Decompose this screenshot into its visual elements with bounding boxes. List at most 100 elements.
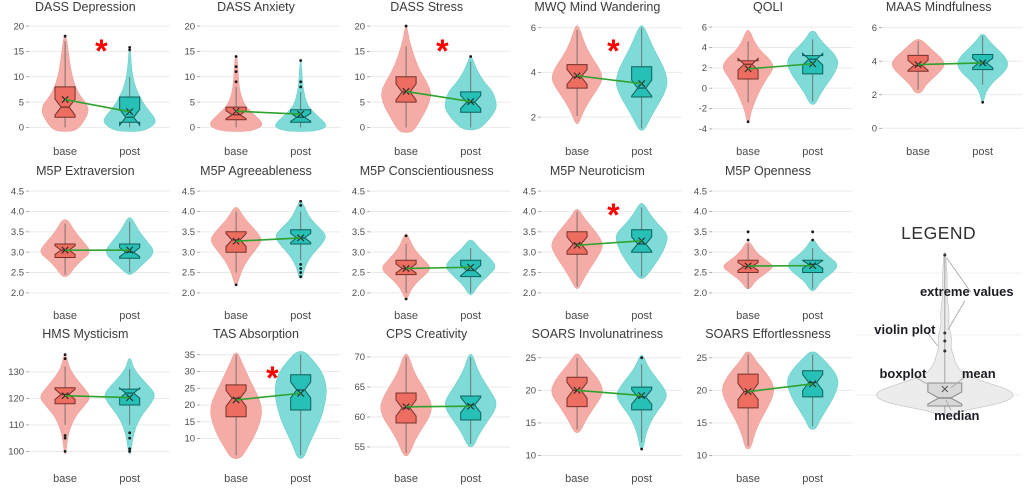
y-tick-label: 65 (355, 383, 366, 394)
mean-marker-post (126, 108, 134, 116)
legend-extreme-dot (943, 349, 947, 353)
outlier-dot (298, 85, 302, 89)
legend-panel: LEGEND extreme values violin plot boxplot m… (853, 164, 1024, 491)
mean-marker-base (573, 387, 581, 395)
mean-change-line (235, 110, 301, 116)
x-axis-label: base (224, 473, 248, 485)
outlier-dot (298, 80, 302, 84)
x-axis-label: post (631, 473, 652, 485)
legend-mean-marker (941, 385, 949, 393)
boxplot-base (566, 377, 588, 408)
y-tick-label: 20 (184, 21, 195, 32)
boxplot-base (395, 259, 417, 275)
y-tick-label: 10 (696, 451, 707, 462)
outlier-dot (640, 356, 644, 360)
mean-marker-base (61, 392, 69, 400)
mean-change-line (747, 383, 813, 393)
violin-plot-maas-mindfulness: 0 2 4 6 base post (872, 23, 1023, 158)
y-tick-label: 2 (872, 90, 877, 101)
mean-change-line (577, 239, 642, 246)
y-tick-label: 110 (9, 420, 24, 431)
mean-marker-base (402, 87, 411, 95)
outlier-dot (810, 230, 814, 233)
legend-callout-line (950, 376, 966, 389)
x-axis-label: base (53, 310, 77, 322)
y-tick-label: 4.0 (352, 206, 365, 217)
y-tick-label: 4.0 (694, 206, 707, 217)
outlier-dot (298, 199, 302, 203)
panel-hms-mysticism: HMS Mysticism 100 110 120 130 base post (0, 327, 171, 491)
legend-callout-line (945, 399, 952, 410)
mean-marker-post (638, 80, 646, 88)
mean-change-line (576, 74, 642, 85)
mean-change-line (235, 236, 301, 242)
outlier-dot (298, 203, 302, 207)
violin-plot-m5p-agreeableness: 2.0 2.5 3.0 3.5 4.0 4.5 base post (182, 186, 341, 322)
boxplot-post (119, 243, 141, 259)
panel-title: M5P Neuroticism (549, 163, 645, 178)
significance-asterisk: * (95, 33, 108, 69)
x-axis-label: post (461, 310, 482, 322)
y-tick-label: 4.0 (523, 206, 536, 217)
outlier-dot (128, 48, 132, 52)
legend-label-median: median (934, 408, 979, 423)
x-axis-label: post (290, 310, 311, 322)
violin-plot-soars-involunatriness: 10 15 20 25 base post (525, 353, 682, 485)
panel-soars-effortlessness: SOARS Effortlessness 10 15 20 25 base post (683, 327, 854, 491)
outlier-dot (63, 450, 67, 454)
x-axis-label: base (53, 473, 77, 485)
y-tick-label: 3.5 (352, 227, 365, 238)
violin-plot-hms-mysticism: 100 110 120 130 base post (8, 353, 170, 485)
panel-m5p-conscientiousness: M5P Conscientiousness 2.0 2.5 3.0 3.5 4.0 4.5… (341, 164, 512, 328)
y-tick-label: 4 (701, 43, 706, 54)
violin-plot-dass-depression: 0 5 10 15 20 * base post (13, 21, 170, 158)
x-axis-label: base (736, 473, 760, 485)
x-axis-label: post (290, 146, 311, 158)
panel-title: DASS Depression (34, 0, 136, 14)
y-tick-label: 15 (525, 418, 536, 429)
y-tick-label: 20 (525, 386, 536, 397)
x-axis-label: post (631, 146, 652, 158)
legend-label-extreme-values: extreme values (920, 284, 1014, 299)
y-tick-label: 2.0 (182, 288, 195, 299)
y-tick-label: 70 (355, 353, 366, 364)
legend-boxplot (927, 382, 963, 407)
y-tick-label: 2 (701, 63, 706, 74)
x-axis-label: post (461, 146, 482, 158)
significance-asterisk: * (607, 33, 620, 69)
significance-asterisk: * (436, 33, 449, 69)
x-axis-label: post (119, 146, 140, 158)
mean-marker-post (467, 263, 475, 271)
mean-marker-post (467, 98, 475, 106)
x-axis-label: base (394, 146, 418, 158)
legend-label-violin-plot: violin plot (875, 322, 937, 337)
outlier-dot (234, 80, 238, 84)
legend-extreme-dot (943, 253, 947, 257)
y-tick-label: 3.5 (11, 227, 24, 238)
outlier-dot (298, 59, 302, 62)
y-tick-label: -2 (698, 104, 706, 115)
outlier-dot (128, 437, 132, 440)
outlier-dot (63, 34, 67, 38)
violin-plot-qoli: -4 -2 0 2 4 6 base post (698, 22, 853, 158)
panel-tas-absorption: TAS Absorption 10 15 20 25 30 35 * base post (171, 327, 342, 491)
y-tick-label: 10 (13, 72, 24, 83)
panel-m5p-agreeableness: M5P Agreeableness 2.0 2.5 3.0 3.5 4.0 4.5 base… (171, 164, 342, 328)
y-tick-label: 0 (189, 123, 194, 134)
y-tick-label: 30 (184, 367, 195, 378)
violin-plot-m5p-openness: 2.0 2.5 3.0 3.5 4.0 4.5 base post (694, 186, 853, 322)
x-axis-label: post (631, 310, 652, 322)
y-tick-label: 3.0 (694, 247, 707, 258)
x-axis-label: post (119, 310, 140, 322)
y-tick-label: 4.0 (11, 206, 24, 217)
x-axis-label: base (565, 473, 589, 485)
y-tick-label: 2.0 (523, 288, 536, 299)
legend-label-boxplot: boxplot (880, 366, 927, 381)
boxplot-base (395, 76, 417, 103)
y-tick-label: 130 (8, 367, 24, 378)
outlier-dot (234, 70, 238, 74)
boxplot-base (566, 230, 588, 255)
y-tick-label: 10 (355, 72, 366, 83)
mean-change-line (577, 389, 642, 397)
y-tick-label: 15 (696, 418, 707, 429)
